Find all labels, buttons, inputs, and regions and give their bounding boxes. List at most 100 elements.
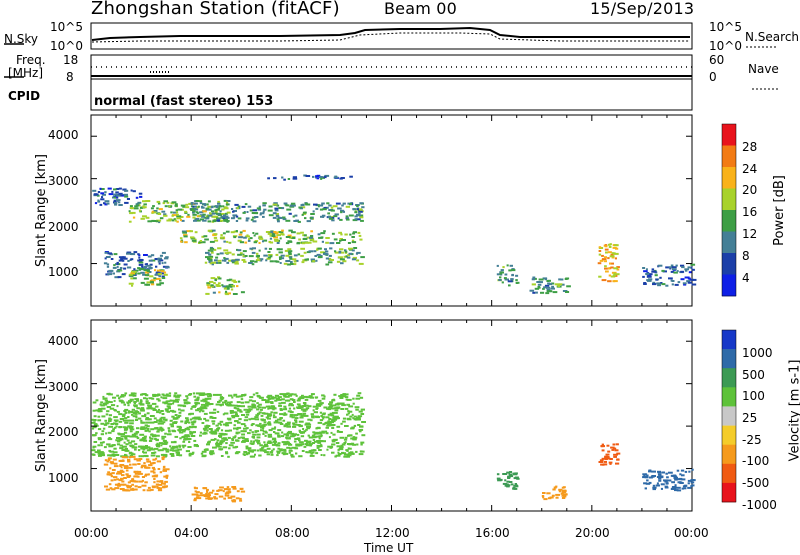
velocity-cell [153,481,156,484]
power-cell [280,257,285,260]
power-cell [190,205,194,208]
power-cell [226,261,230,264]
power-cell [207,286,212,289]
velocity-cell [129,428,135,431]
velocity-cell [121,474,125,477]
velocity-cell [247,451,250,454]
velocity-cell [196,445,199,448]
velocity-cell [288,447,292,450]
velocity-cell [134,405,138,408]
velocity-cell [136,399,139,402]
power-cell [112,272,115,275]
velocity-cell [292,422,296,425]
velocity-cell [321,440,326,443]
velocity-cell [608,461,613,464]
freq-tick-bottom: 8 [66,70,74,84]
velocity-cell [243,408,249,411]
power-cell [607,280,612,283]
velocity-cell [270,397,275,400]
velocity-cell [509,475,514,478]
velocity-cell [171,415,175,418]
velocity-cell [174,392,178,395]
velocity-cell [256,436,261,439]
velocity-cell [279,449,283,452]
power-cell [252,220,257,223]
velocity-cell [156,398,160,401]
power-cell [149,275,154,278]
velocity-cell [228,429,232,432]
velocity-cell [176,416,180,419]
velocity-cell [121,449,126,451]
velocity-cell [541,495,545,497]
velocity-cell [149,404,153,407]
velocity-cell [266,396,271,398]
velocity-cell [233,427,238,430]
velocity-cell [265,431,268,434]
power-cell [233,210,237,212]
power-cell [271,235,276,237]
velocity-cell [151,475,155,478]
velocity-cell [108,401,113,404]
power-cell [538,278,544,281]
velocity-cell [97,444,101,447]
power-cell [155,271,161,274]
velocity-cell [338,395,344,398]
velocity-cell [203,412,208,415]
velocity-cell [116,410,120,413]
power-cell [142,200,147,203]
velocity-cell [542,496,545,499]
velocity-cell [191,423,195,426]
velocity-cell [342,420,346,423]
velocity-cell [320,415,323,417]
velocity-cell [118,397,121,400]
velocity-cell [190,421,194,424]
velocity-cell [112,458,117,461]
power-cell [607,267,611,270]
velocity-cell [225,403,228,406]
power-cell [680,264,685,267]
power-cell [128,282,134,285]
power-cell [152,205,155,208]
velocity-cell [225,442,228,445]
power-cell [225,290,228,293]
power-cell [220,213,225,215]
power-cell [176,215,182,218]
xtick-2400: 00:00 [674,526,709,540]
power-cell [237,253,242,256]
velocity-cell [252,449,257,452]
velocity-cell [97,438,102,441]
xtick-0400: 04:00 [174,526,209,540]
velocity-cell [334,417,339,420]
velocity-cell [164,442,168,445]
velocity-cell [249,450,254,453]
velocity-cell [130,392,135,395]
power-cell [149,263,153,266]
velocity-cell [357,415,363,418]
velocity-cell [173,421,178,424]
power-cell [558,283,563,286]
velocity-cell [514,472,518,475]
power-cell [642,267,646,269]
power-cell [300,231,304,234]
power-cell [143,203,147,206]
velocity-cell [150,421,155,424]
velocity-cell [106,460,110,463]
velocity-cell [133,432,138,435]
power-cell [306,220,311,223]
velocity-cell [108,414,112,417]
velocity-cell [125,473,129,476]
power-cell [132,277,137,280]
power-cell [283,178,286,181]
velocity-cell [156,427,159,429]
power-cell [263,208,267,211]
power-cell [295,259,299,262]
power-cell [327,212,330,215]
velocity-cell [267,413,272,416]
velocity-cell [303,395,308,398]
power-cell [143,269,148,272]
velocity-cell [600,463,604,466]
power-cell [255,255,260,258]
power-cell [154,258,158,260]
velocity-cell [128,451,133,454]
velocity-cell [252,393,256,396]
